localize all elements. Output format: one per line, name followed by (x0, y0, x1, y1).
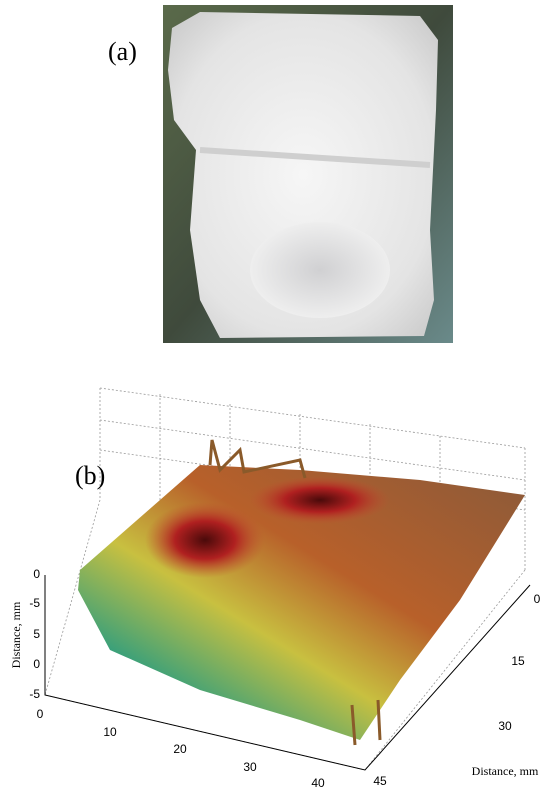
z-axis-label: Distance, mm (9, 601, 23, 668)
x-tick-label: 20 (173, 742, 187, 756)
foam-cavity (250, 222, 390, 318)
surface-spikes (208, 439, 382, 746)
y-tick-label: 45 (373, 774, 387, 788)
z-tick-label: 0 (33, 657, 40, 671)
z-tick-label: 5 (33, 627, 40, 641)
panel-label: (a) (108, 37, 137, 66)
z-tick-label: -5 (29, 687, 40, 701)
y-tick-label: 30 (498, 719, 512, 733)
y-tick-label: 0 (534, 592, 541, 606)
photo (163, 5, 453, 343)
x-tick-label: 10 (103, 725, 117, 739)
surface-peak (145, 502, 265, 578)
x-tick-label: 40 (311, 776, 325, 790)
y-tick-label: 15 (511, 654, 525, 668)
panel-label: (b) (75, 461, 105, 490)
x-tick-label: 0 (37, 707, 44, 721)
axes-box (44, 575, 531, 771)
surface-ridge (250, 476, 390, 524)
x-tick-label: 30 (243, 760, 257, 774)
z-tick-label: -5 (29, 596, 40, 610)
surface (78, 439, 525, 746)
foam-groove (199, 147, 431, 168)
x-axis-label: Distance, mm (472, 764, 539, 778)
z-tick-label: 0 (33, 567, 40, 581)
